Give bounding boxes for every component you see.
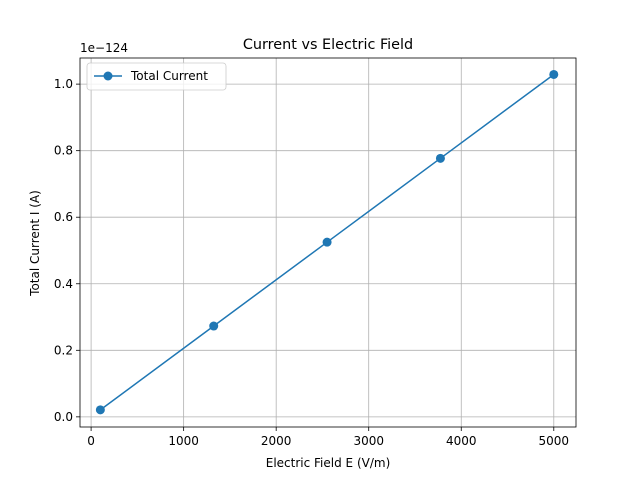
- y-tick-label: 0.2: [54, 343, 73, 357]
- legend-label-total-current: Total Current: [130, 69, 208, 83]
- y-tick-label: 0.4: [54, 277, 73, 291]
- series-layer: [95, 69, 559, 415]
- plot-frame: [79, 57, 577, 428]
- legend: Total Current: [86, 62, 227, 91]
- x-tick-label: 3000: [353, 434, 384, 448]
- grid: [80, 58, 576, 427]
- x-tick-label: 2000: [261, 434, 292, 448]
- y-tick-label: 0.0: [54, 410, 73, 424]
- chart-title: Current vs Electric Field: [243, 37, 413, 53]
- x-tick-label: 1000: [168, 434, 199, 448]
- data-point: [209, 321, 219, 331]
- y-tick-label: 0.8: [54, 144, 73, 158]
- y-axis-label: Total Current I (A): [28, 190, 42, 297]
- legend-marker-total-current: [103, 71, 113, 81]
- y-tick-label: 0.6: [54, 210, 73, 224]
- legend-box: [86, 62, 227, 91]
- x-tick-label: 5000: [539, 434, 570, 448]
- data-point: [322, 237, 332, 247]
- data-point: [435, 153, 445, 163]
- y-tick-label: 1.0: [54, 77, 73, 91]
- ticks: 0 1000 2000 3000 4000 5000 0.0 0.2 0.4 0.6 0.8 1.0: [54, 77, 569, 448]
- data-point: [95, 405, 105, 415]
- x-tick-label: 0: [87, 434, 95, 448]
- x-axis-label: Electric Field E (V/m): [266, 456, 391, 470]
- x-tick-label: 4000: [446, 434, 477, 448]
- data-point: [549, 69, 559, 79]
- y-offset-label: 1e−124: [80, 41, 128, 55]
